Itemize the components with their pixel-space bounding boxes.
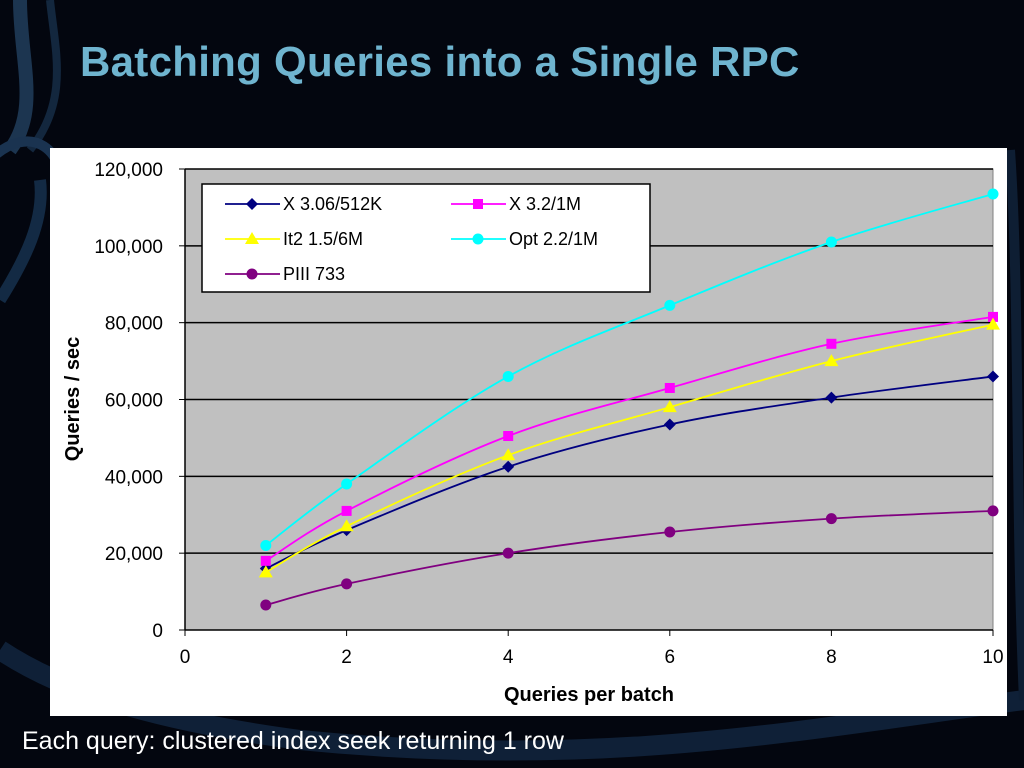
series-5: [260, 505, 999, 611]
data-point-marker: [987, 370, 999, 383]
data-point-marker: [502, 370, 514, 382]
data-point-marker: [825, 236, 837, 248]
series-3: [258, 317, 1000, 578]
axes: [179, 168, 994, 636]
series-layer: [258, 188, 1000, 611]
y-tick-label: 120,000: [94, 160, 163, 181]
y-tick-label: 20,000: [105, 544, 163, 565]
x-tick-label: 2: [341, 647, 352, 668]
x-tick-label: 0: [180, 647, 191, 668]
x-tick-label: 8: [826, 647, 837, 668]
chart-panel: 0 20,000 40,000 60,000 80,000 100,000 120,000 0…: [50, 148, 1007, 716]
legend-marker: [246, 268, 258, 280]
legend-label: X 3.06/512K: [283, 194, 382, 214]
data-point-marker: [987, 188, 999, 200]
series-4: [260, 188, 999, 551]
data-point-marker: [341, 578, 353, 590]
y-tick-label: 40,000: [105, 467, 163, 488]
data-point-marker: [664, 526, 676, 538]
legend-item: X 3.2/1M: [451, 194, 581, 214]
x-tick-label: 10: [982, 647, 1003, 668]
data-point-marker: [503, 430, 514, 441]
data-point-marker: [260, 599, 272, 611]
footer-caption: Each query: clustered index seek returni…: [22, 727, 564, 755]
data-point-marker: [260, 539, 272, 551]
legend-item: X 3.06/512K: [225, 194, 382, 214]
data-point-marker: [662, 400, 677, 413]
data-point-marker: [341, 478, 353, 490]
y-tick-label: 60,000: [105, 391, 163, 412]
data-point-marker: [986, 317, 1000, 330]
data-point-marker: [339, 519, 354, 532]
data-point-marker: [341, 505, 352, 516]
data-point-marker: [502, 460, 515, 473]
data-point-marker: [824, 354, 839, 367]
line-chart: 0 20,000 40,000 60,000 80,000 100,000 120,000 0…: [62, 160, 1004, 706]
legend-label: Opt 2.2/1M: [509, 229, 598, 249]
legend-item: It2 1.5/6M: [225, 229, 363, 249]
series-2: [260, 311, 998, 566]
y-tick-label: 0: [152, 621, 163, 642]
data-point-marker: [825, 391, 838, 404]
legend-marker: [472, 233, 484, 245]
data-point-marker: [502, 547, 514, 559]
slide-title: Batching Queries into a Single RPC: [80, 38, 800, 85]
data-point-marker: [988, 311, 998, 322]
tick-labels: 0 20,000 40,000 60,000 80,000 100,000 120,000 0…: [94, 160, 1003, 668]
legend-marker: [245, 232, 259, 244]
data-point-marker: [664, 299, 676, 311]
legend-item: PIII 733: [225, 264, 345, 284]
data-point-marker: [258, 565, 273, 578]
x-axis-title: Queries per batch: [504, 684, 674, 706]
data-point-marker: [987, 505, 999, 517]
data-point-marker: [664, 382, 675, 393]
legend-label: It2 1.5/6M: [283, 229, 363, 249]
chart-legend: X 3.06/512K X 3.2/1M It2 1.5/6M Opt 2.2/1M P…: [201, 183, 651, 293]
x-tick-label: 4: [503, 647, 514, 668]
legend-marker: [473, 199, 483, 209]
legend-marker: [246, 198, 258, 210]
legend-label: PIII 733: [283, 264, 345, 284]
legend-item: Opt 2.2/1M: [451, 229, 598, 249]
y-tick-label: 80,000: [105, 314, 163, 335]
data-point-marker: [825, 513, 837, 525]
y-tick-label: 100,000: [94, 237, 163, 258]
data-point-marker: [663, 418, 676, 431]
y-axis-title: Queries / sec: [62, 337, 84, 462]
data-point-marker: [826, 338, 837, 349]
data-point-marker: [501, 448, 516, 461]
x-tick-label: 6: [665, 647, 676, 668]
data-point-marker: [260, 555, 271, 566]
legend-label: X 3.2/1M: [509, 194, 581, 214]
